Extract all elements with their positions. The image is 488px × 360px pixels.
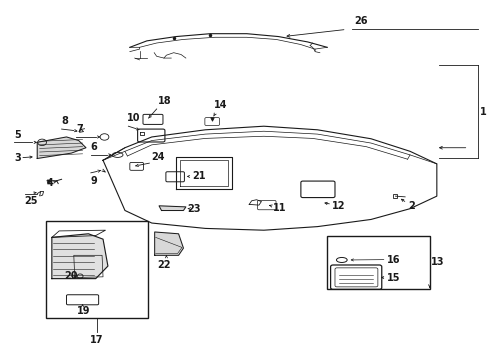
Text: 25: 25: [24, 196, 38, 206]
Text: 10: 10: [127, 113, 141, 123]
Text: 19: 19: [77, 306, 90, 316]
Text: 20: 20: [64, 271, 78, 281]
Text: 3: 3: [14, 153, 21, 163]
Text: 23: 23: [186, 204, 200, 215]
Text: 9: 9: [91, 176, 98, 186]
Text: 2: 2: [407, 201, 414, 211]
Bar: [45, 221, 147, 318]
Text: 14: 14: [213, 100, 227, 110]
Bar: [326, 236, 428, 289]
Text: 6: 6: [91, 142, 98, 152]
Text: 21: 21: [192, 171, 205, 181]
Polygon shape: [159, 206, 185, 211]
Text: 24: 24: [150, 152, 164, 162]
Text: 4: 4: [47, 178, 54, 188]
Text: 13: 13: [430, 257, 444, 267]
Text: 18: 18: [157, 96, 171, 107]
Text: 12: 12: [331, 201, 345, 211]
Polygon shape: [52, 234, 108, 279]
Text: 5: 5: [14, 130, 21, 140]
Text: 8: 8: [61, 116, 68, 126]
Text: 7: 7: [76, 124, 83, 134]
Polygon shape: [154, 232, 183, 255]
Text: 11: 11: [272, 203, 285, 213]
Polygon shape: [37, 137, 86, 158]
Text: 22: 22: [157, 260, 170, 270]
Text: 16: 16: [386, 255, 399, 265]
Text: 26: 26: [353, 16, 367, 26]
Text: 15: 15: [386, 273, 399, 283]
Text: 17: 17: [90, 335, 103, 345]
Text: 1: 1: [479, 107, 486, 117]
